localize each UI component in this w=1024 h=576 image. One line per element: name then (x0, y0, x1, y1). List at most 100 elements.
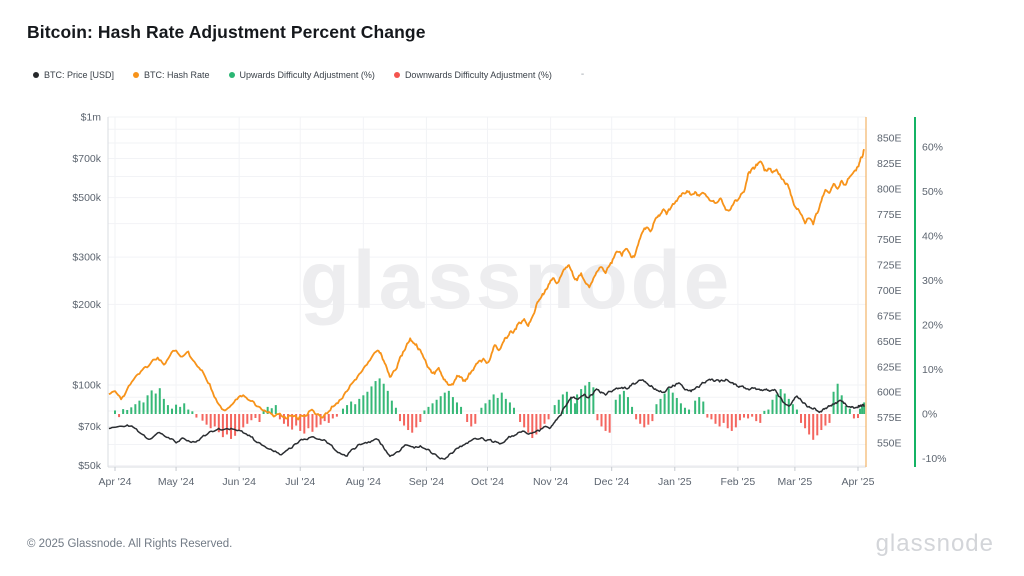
upward-adjustment-bar (341, 408, 344, 414)
downward-adjustment-bar (816, 414, 819, 436)
month-label: Sep '24 (409, 476, 444, 488)
upward-adjustment-bar (439, 396, 442, 414)
upward-adjustment-bar (622, 390, 625, 414)
upward-adjustment-bar (614, 399, 617, 414)
hash-rate-tick-label: 575E (877, 412, 902, 424)
legend-dot-icon (393, 71, 400, 78)
downward-adjustment-bar (539, 414, 542, 430)
upward-adjustment-bar (346, 405, 349, 414)
legend-item[interactable]: Downwards Difficulty Adjustment (%) (393, 70, 552, 80)
downward-adjustment-bar (303, 414, 306, 434)
upward-adjustment-bar (130, 407, 133, 414)
legend-dot-icon (228, 71, 235, 78)
legend-item[interactable]: Upwards Difficulty Adjustment (%) (228, 70, 375, 80)
upward-adjustment-bar (142, 402, 145, 414)
downward-adjustment-bar (331, 414, 334, 419)
hash-rate-tick-label: 600E (877, 387, 902, 399)
upward-adjustment-bar (663, 393, 666, 414)
upward-adjustment-bar (671, 392, 674, 414)
downward-adjustment-bar (543, 414, 546, 424)
upward-adjustment-bar (775, 394, 778, 414)
upward-adjustment-bar (679, 403, 682, 414)
difficulty-tick-label: 0% (922, 409, 937, 421)
upward-adjustment-bar (382, 383, 385, 414)
legend-item[interactable]: BTC: Price [USD] (33, 70, 114, 80)
upward-adjustment-bar (170, 408, 173, 414)
downward-adjustment-bar (651, 414, 654, 422)
difficulty-tick-label: 60% (922, 142, 943, 154)
downward-adjustment-bar (238, 414, 241, 431)
upward-adjustment-bar (561, 394, 564, 414)
hash-rate-tick-label: 550E (877, 438, 902, 450)
upward-adjustment-bar (592, 387, 595, 414)
downward-adjustment-bar (213, 414, 216, 427)
price-tick-label: $200k (72, 299, 101, 311)
legend-dot-icon (133, 71, 140, 78)
month-label: May '24 (158, 476, 195, 488)
upward-adjustment-bar (158, 388, 161, 414)
upward-adjustment-bar (675, 397, 678, 414)
hash-rate-tick-label: 800E (877, 183, 902, 195)
difficulty-tick-label: 30% (922, 275, 943, 287)
upward-adjustment-bar (553, 405, 556, 414)
downward-adjustment-bar (195, 414, 198, 418)
downward-adjustment-bar (828, 414, 831, 423)
upward-adjustment-bar (150, 390, 153, 414)
upward-adjustment-bar (698, 397, 701, 414)
price-line (108, 378, 865, 460)
downward-adjustment-bar (710, 414, 713, 420)
difficulty-tick-label: 10% (922, 364, 943, 376)
downward-adjustment-bar (856, 414, 859, 419)
upward-adjustment-bar (659, 398, 662, 414)
upward-adjustment-bar (631, 406, 634, 414)
page-title: Bitcoin: Hash Rate Adjustment Percent Ch… (27, 22, 426, 42)
downward-adjustment-bar (311, 414, 314, 432)
upward-adjustment-bar (138, 400, 141, 414)
upward-adjustment-bar (266, 406, 269, 414)
downward-adjustment-bar (738, 414, 741, 421)
upward-adjustment-bar (500, 392, 503, 414)
hash-rate-tick-label: 750E (877, 234, 902, 246)
upward-adjustment-bar (362, 395, 365, 414)
upward-adjustment-bar (848, 408, 851, 414)
month-label: Apr '25 (842, 476, 875, 488)
downward-adjustment-bar (820, 414, 823, 431)
downward-adjustment-bar (201, 414, 204, 421)
watermark-glassnode: glassnode (300, 235, 733, 326)
downward-adjustment-bar (230, 414, 233, 439)
upward-adjustment-bar (863, 402, 866, 414)
upward-adjustment-bar (588, 381, 591, 414)
downward-adjustment-bar (474, 414, 477, 424)
upward-adjustment-bar (618, 394, 621, 414)
upward-adjustment-bar (683, 407, 686, 414)
upward-adjustment-bar (146, 395, 149, 414)
downward-adjustment-bar (209, 414, 212, 429)
upward-adjustment-bar (688, 409, 691, 414)
upward-adjustment-bar (390, 400, 393, 414)
downward-adjustment-bar (759, 414, 762, 423)
downward-adjustment-bar (804, 414, 807, 429)
upward-adjustment-bar (122, 409, 125, 414)
upward-adjustment-bar (580, 389, 583, 414)
glassnode-logo: glassnode (875, 530, 994, 557)
downward-adjustment-bar (596, 414, 599, 421)
upward-adjustment-bar (574, 403, 577, 414)
upward-adjustment-bar (435, 399, 438, 414)
upward-adjustment-bar (191, 411, 194, 414)
upward-adjustment-bar (791, 404, 794, 414)
upward-adjustment-bar (512, 407, 515, 414)
downward-adjustment-bar (730, 414, 733, 431)
downward-adjustment-bar (291, 414, 294, 430)
upward-adjustment-bar (626, 397, 629, 414)
upward-adjustment-bar (861, 405, 864, 414)
downward-adjustment-bar (407, 414, 410, 431)
upward-adjustment-bar (175, 404, 178, 414)
upward-adjustment-bar (447, 390, 450, 414)
month-label: Aug '24 (346, 476, 381, 488)
month-label: Dec '24 (594, 476, 629, 488)
month-label: Jan '25 (658, 476, 692, 488)
downward-adjustment-bar (714, 414, 717, 424)
legend-item[interactable]: BTC: Hash Rate (133, 70, 210, 80)
downward-adjustment-bar (287, 414, 290, 427)
